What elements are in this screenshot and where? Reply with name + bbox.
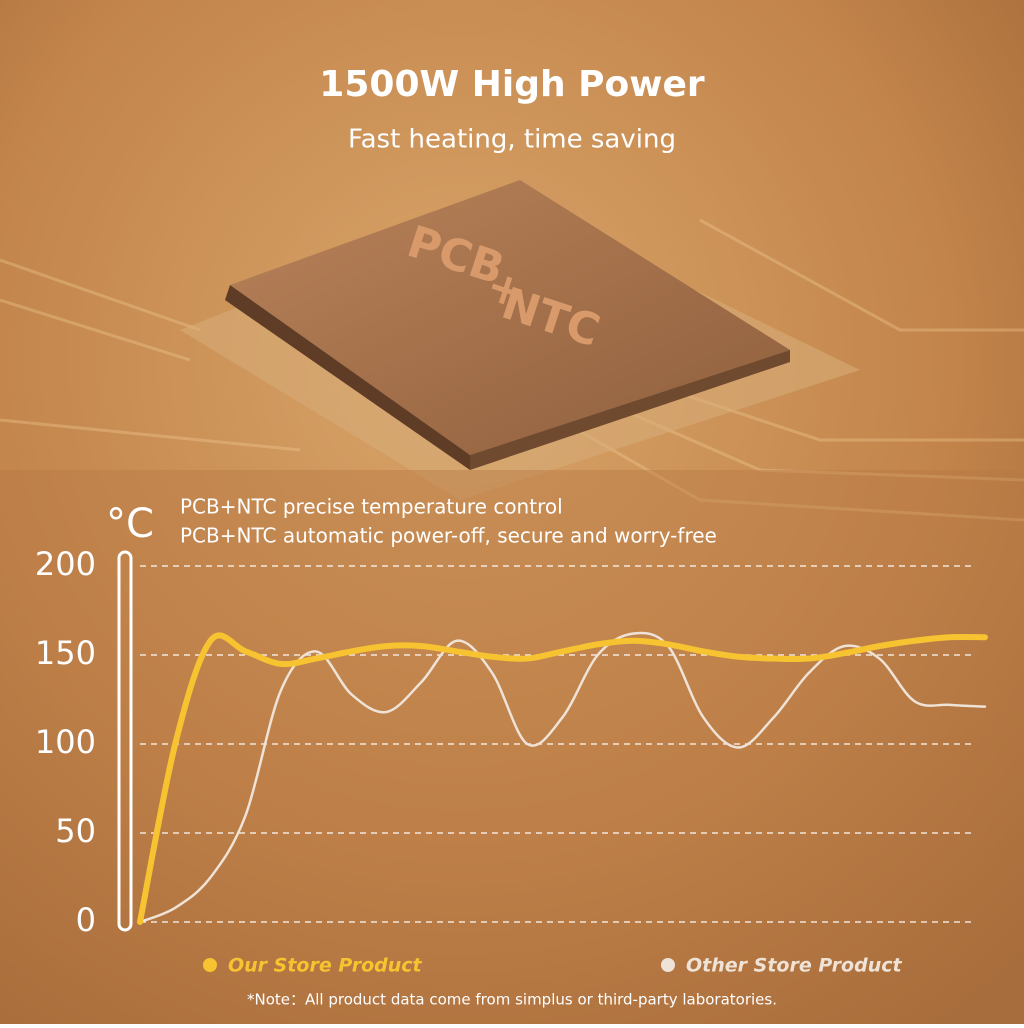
y-axis-unit: °C bbox=[106, 501, 154, 547]
legend-marker bbox=[661, 958, 675, 972]
y-tick-label: 50 bbox=[55, 812, 96, 850]
note: PCB+NTC precise temperature control bbox=[180, 495, 563, 519]
y-tick-label: 150 bbox=[35, 634, 96, 672]
subtitle: Fast heating, time saving bbox=[348, 125, 676, 155]
legend-marker bbox=[203, 958, 217, 972]
line-series bbox=[138, 631, 987, 924]
overlay bbox=[0, 470, 1024, 1024]
line-series bbox=[137, 632, 988, 925]
legend-label: Other Store Product bbox=[686, 955, 902, 977]
chip bbox=[230, 180, 790, 455]
legend-label: Our Store Product bbox=[228, 955, 423, 977]
footnote: *Note：All product data come from simplus… bbox=[247, 991, 777, 1009]
note: PCB+NTC automatic power-off, secure and … bbox=[180, 524, 717, 548]
y-tick-label: 200 bbox=[35, 545, 96, 583]
y-tick-label: 0 bbox=[76, 901, 96, 939]
title: 1500W High Power bbox=[319, 64, 705, 105]
y-axis-bar bbox=[117, 550, 133, 932]
chip-side bbox=[470, 350, 790, 470]
chip-side bbox=[225, 285, 470, 470]
y-tick-label: 100 bbox=[35, 723, 96, 761]
